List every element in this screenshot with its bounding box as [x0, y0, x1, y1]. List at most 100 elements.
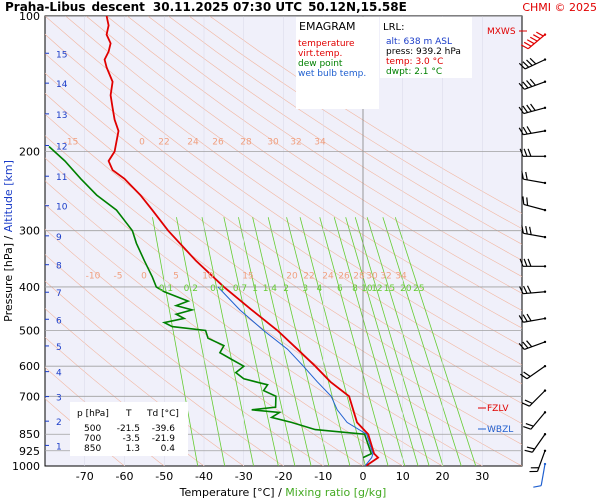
- legend-virt-temp: virt.temp.: [298, 49, 342, 59]
- dry-adiabat: [188, 16, 522, 230]
- temperature-tick-label: -30: [235, 470, 253, 483]
- adiabat-label: 28: [240, 138, 252, 148]
- table-cell-t: -21.5: [117, 424, 140, 434]
- mxws-label: MXWS: [487, 27, 516, 37]
- wind-barb-flag: [522, 196, 525, 205]
- lrl-press: press: 939.2 hPa: [386, 47, 461, 57]
- mixing-ratio-line: [382, 217, 462, 466]
- pressure-tick-label: 300: [19, 225, 40, 238]
- lrl-alt: alt: 638 m ASL: [386, 37, 452, 47]
- wind-barb-base: [543, 58, 547, 61]
- pressure-tick-label: 500: [19, 325, 40, 338]
- legend-dew-point: dew point: [298, 59, 343, 69]
- dry-adiabat: [45, 33, 522, 366]
- wind-barb-flag: [522, 126, 528, 135]
- wind-barb-base: [543, 462, 547, 466]
- adiabat-label: 15: [242, 271, 253, 281]
- adiabat-label: 22: [158, 138, 169, 148]
- wind-barb-flag: [530, 103, 536, 111]
- wind-barb-staff: [524, 81, 546, 90]
- dry-adiabat: [45, 53, 522, 385]
- altitude-tick-label: 10: [56, 203, 68, 213]
- header-station: Praha-Libus descent 30.11.2025 07:30 UTC 50…: [5, 0, 407, 14]
- mixing-ratio-line: [152, 217, 199, 466]
- wind-barb-staff: [540, 463, 546, 486]
- pressure-tick-label: 850: [19, 428, 40, 441]
- grid-lines: [45, 16, 522, 466]
- temperature-tick-label: -40: [195, 470, 213, 483]
- adiabat-label: 24: [322, 271, 334, 281]
- pressure-tick-label: 1000: [12, 460, 40, 473]
- wind-barb: [519, 258, 547, 268]
- wind-barb-flag: [519, 286, 524, 294]
- altitude-tick-label: 14: [56, 80, 68, 90]
- mixing-ratio-label: 12: [371, 284, 382, 294]
- wind-barb: [518, 126, 547, 136]
- mixing-ratio-label: 25: [413, 284, 424, 294]
- wind-barb: [519, 148, 547, 158]
- wind-barb-staff: [529, 390, 546, 407]
- wind-barb-base: [543, 33, 547, 36]
- wind-barb-flag: [524, 399, 533, 404]
- wind-barb-base: [543, 290, 547, 293]
- wind-barb-flag: [533, 485, 542, 488]
- series-temperature: [103, 16, 380, 466]
- dry-adiabat: [106, 16, 522, 294]
- y-axis-title: Pressure [hPa] / Altitude [km]: [2, 160, 15, 322]
- wind-barb-staff: [530, 411, 546, 430]
- mixing-ratio-line: [345, 217, 419, 466]
- dry-adiabat: [45, 93, 522, 425]
- mixing-ratio-line: [354, 217, 430, 466]
- wind-barb-staff: [531, 433, 546, 453]
- temperature-tick-label: -60: [116, 470, 134, 483]
- pressure-tick-label: 400: [19, 281, 40, 294]
- adiabat-label: 32: [380, 271, 391, 281]
- legend-temperature: temperature: [298, 39, 355, 49]
- altitude-tick-label: 4: [56, 369, 62, 379]
- lrl-title: LRL:: [383, 22, 404, 33]
- mixing-ratio-label: 3: [302, 284, 308, 294]
- table-cell-p: 850: [84, 444, 101, 454]
- altitude-tick-label: 15: [56, 50, 67, 60]
- adiabat-label: 34: [314, 138, 326, 148]
- table-cell-t: -3.5: [122, 434, 140, 444]
- wind-barb: [521, 225, 547, 239]
- series-dew-point: [48, 145, 373, 459]
- adiabat-label: 0: [141, 271, 147, 281]
- wind-barb-flag: [536, 31, 544, 37]
- wind-barb-flag: [522, 81, 529, 89]
- temperature-tick-label: -70: [76, 470, 94, 483]
- wind-barb-base: [543, 364, 547, 368]
- dry-adiabat: [45, 72, 522, 404]
- wind-barb-flag: [526, 313, 532, 322]
- credit-text: CHMI © 2025: [522, 1, 597, 14]
- wind-barb-flag: [522, 341, 529, 349]
- wind-barb-flag: [526, 285, 532, 294]
- wind-barb-flag: [518, 62, 526, 70]
- table-row: 700 -3.5 -21.9: [84, 434, 175, 444]
- wind-barb-flag: [520, 373, 528, 380]
- table-cell-t: 1.3: [126, 444, 140, 454]
- wind-barb-flag: [524, 449, 533, 453]
- wind-barb-flag: [529, 226, 532, 235]
- pressure-tick-label: 700: [19, 390, 40, 403]
- table-header-t: T: [125, 409, 132, 419]
- wind-barb-base: [543, 129, 547, 133]
- temperature-tick-label: -50: [155, 470, 173, 483]
- wind-barb-flag: [529, 36, 538, 42]
- wind-barb-flag: [525, 422, 534, 427]
- wind-barb-flag: [521, 402, 530, 407]
- mixing-ratio-line: [319, 217, 389, 466]
- mixing-ratio-label: 1.4: [263, 284, 278, 294]
- lrl-dwpt: dwpt: 2.1 °C: [386, 67, 442, 77]
- wind-barb: [520, 364, 547, 380]
- wind-barb-base: [543, 433, 547, 436]
- table-header-td: Td [°C]: [146, 409, 179, 419]
- mixing-ratio-label: 6: [337, 284, 343, 294]
- adiabat-label: 10: [202, 271, 214, 281]
- wind-barb-base: [543, 235, 547, 239]
- wind-barb-staff: [526, 365, 546, 380]
- wind-barb: [519, 285, 547, 295]
- dry-adiabat: [127, 16, 522, 277]
